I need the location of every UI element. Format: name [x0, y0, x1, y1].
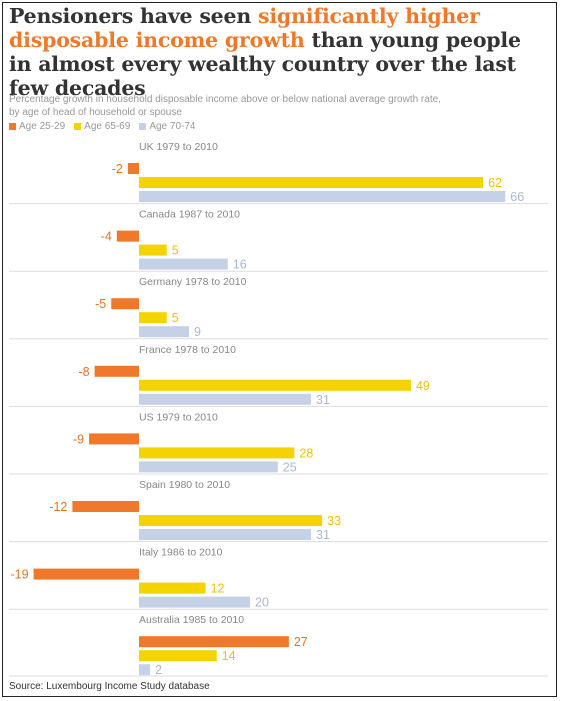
- data-label-spain-age-70-74: 31: [316, 528, 330, 542]
- bar-australia-age-25-29: [139, 636, 289, 648]
- category-label-uk: UK 1979 to 2010: [139, 141, 218, 153]
- bar-canada-age-25-29: [116, 230, 139, 242]
- bar-germany-age-70-74: [139, 326, 189, 338]
- bar-us-age-65-69: [139, 447, 295, 459]
- data-label-italy-age-65-69: 12: [211, 582, 225, 596]
- data-label-australia-age-25-29: 27: [294, 635, 308, 649]
- bar-australia-age-70-74: [139, 664, 151, 676]
- legend-swatch-age-25-29: [9, 123, 16, 130]
- bar-germany-age-25-29: [111, 298, 139, 310]
- bar-france-age-25-29: [94, 365, 139, 377]
- bar-canada-age-65-69: [139, 244, 167, 256]
- legend-swatch-age-65-69: [74, 123, 82, 130]
- bar-us-age-25-29: [89, 433, 139, 445]
- category-label-germany: Germany 1978 to 2010: [139, 276, 247, 288]
- source-note: Source: Luxembourg Income Study database: [9, 681, 210, 692]
- data-label-canada-age-25-29: -4: [101, 230, 112, 244]
- data-label-us-age-65-69: 28: [299, 446, 313, 460]
- chart-subtitle: Percentage growth in household disposabl…: [9, 93, 529, 119]
- headline-highlight: significantly higher disposable income g…: [9, 4, 480, 52]
- data-label-germany-age-65-69: 5: [172, 311, 179, 325]
- category-label-france: France 1978 to 2010: [139, 344, 236, 356]
- bar-us-age-70-74: [139, 461, 278, 473]
- data-label-spain-age-65-69: 33: [327, 514, 341, 528]
- category-label-canada: Canada 1987 to 2010: [139, 209, 240, 221]
- bar-italy-age-70-74: [139, 596, 250, 608]
- legend-item-age-65-69: Age 65-69: [74, 121, 130, 132]
- chart-headline: Pensioners have seen significantly highe…: [9, 4, 529, 100]
- data-label-uk-age-65-69: 62: [488, 176, 502, 190]
- headline-part2: than young people in almost every wealth…: [9, 28, 521, 100]
- bar-italy-age-25-29: [33, 568, 139, 580]
- chart-frame: [2, 2, 557, 697]
- legend-label-age-70-74: Age 70-74: [149, 121, 196, 132]
- headline-part1: Pensioners have seen: [9, 4, 258, 28]
- bar-spain-age-65-69: [139, 515, 323, 526]
- data-label-uk-age-70-74: 66: [510, 190, 524, 204]
- bar-spain-age-70-74: [139, 529, 312, 540]
- data-label-france-age-25-29: -8: [78, 365, 89, 379]
- bar-france-age-70-74: [139, 393, 312, 405]
- data-label-australia-age-70-74: 2: [155, 663, 162, 677]
- data-label-canada-age-70-74: 16: [233, 258, 247, 272]
- bar-germany-age-65-69: [139, 312, 167, 324]
- legend-item-age-25-29: Age 25-29: [9, 121, 65, 132]
- data-label-australia-age-65-69: 14: [222, 649, 236, 663]
- bar-australia-age-65-69: [139, 650, 217, 662]
- data-label-germany-age-70-74: 9: [194, 325, 201, 339]
- bar-uk-age-65-69: [139, 177, 484, 188]
- data-label-us-age-25-29: -9: [73, 432, 84, 446]
- category-label-australia: Australia 1985 to 2010: [139, 614, 244, 626]
- data-label-france-age-70-74: 31: [316, 393, 330, 407]
- subtitle-line-2: by age of head of household or spouse: [9, 107, 182, 118]
- category-label-spain: Spain 1980 to 2010: [139, 479, 230, 491]
- legend-item-age-70-74: Age 70-74: [139, 121, 195, 132]
- bar-canada-age-70-74: [139, 258, 228, 270]
- category-label-us: US 1979 to 2010: [139, 411, 218, 423]
- legend-swatch-age-70-74: [139, 123, 147, 130]
- bar-france-age-65-69: [139, 379, 411, 391]
- data-label-france-age-65-69: 49: [416, 379, 430, 393]
- data-label-italy-age-70-74: 20: [255, 596, 269, 610]
- bar-spain-age-25-29: [72, 501, 139, 512]
- data-label-canada-age-65-69: 5: [172, 244, 179, 258]
- bar-uk-age-70-74: [139, 191, 506, 202]
- data-label-us-age-70-74: 25: [283, 460, 297, 474]
- subtitle-line-1: Percentage growth in household disposabl…: [9, 94, 441, 105]
- data-label-germany-age-25-29: -5: [95, 297, 106, 311]
- chart-legend: Age 25-29 Age 65-69 Age 70-74: [9, 121, 195, 132]
- bar-italy-age-65-69: [139, 582, 206, 594]
- data-label-italy-age-25-29: -19: [10, 568, 28, 582]
- bar-uk-age-25-29: [127, 163, 139, 174]
- legend-label-age-25-29: Age 25-29: [19, 121, 66, 132]
- legend-label-age-65-69: Age 65-69: [84, 121, 131, 132]
- category-label-italy: Italy 1986 to 2010: [139, 547, 223, 559]
- data-label-uk-age-25-29: -2: [112, 162, 123, 176]
- data-label-spain-age-25-29: -12: [49, 500, 67, 514]
